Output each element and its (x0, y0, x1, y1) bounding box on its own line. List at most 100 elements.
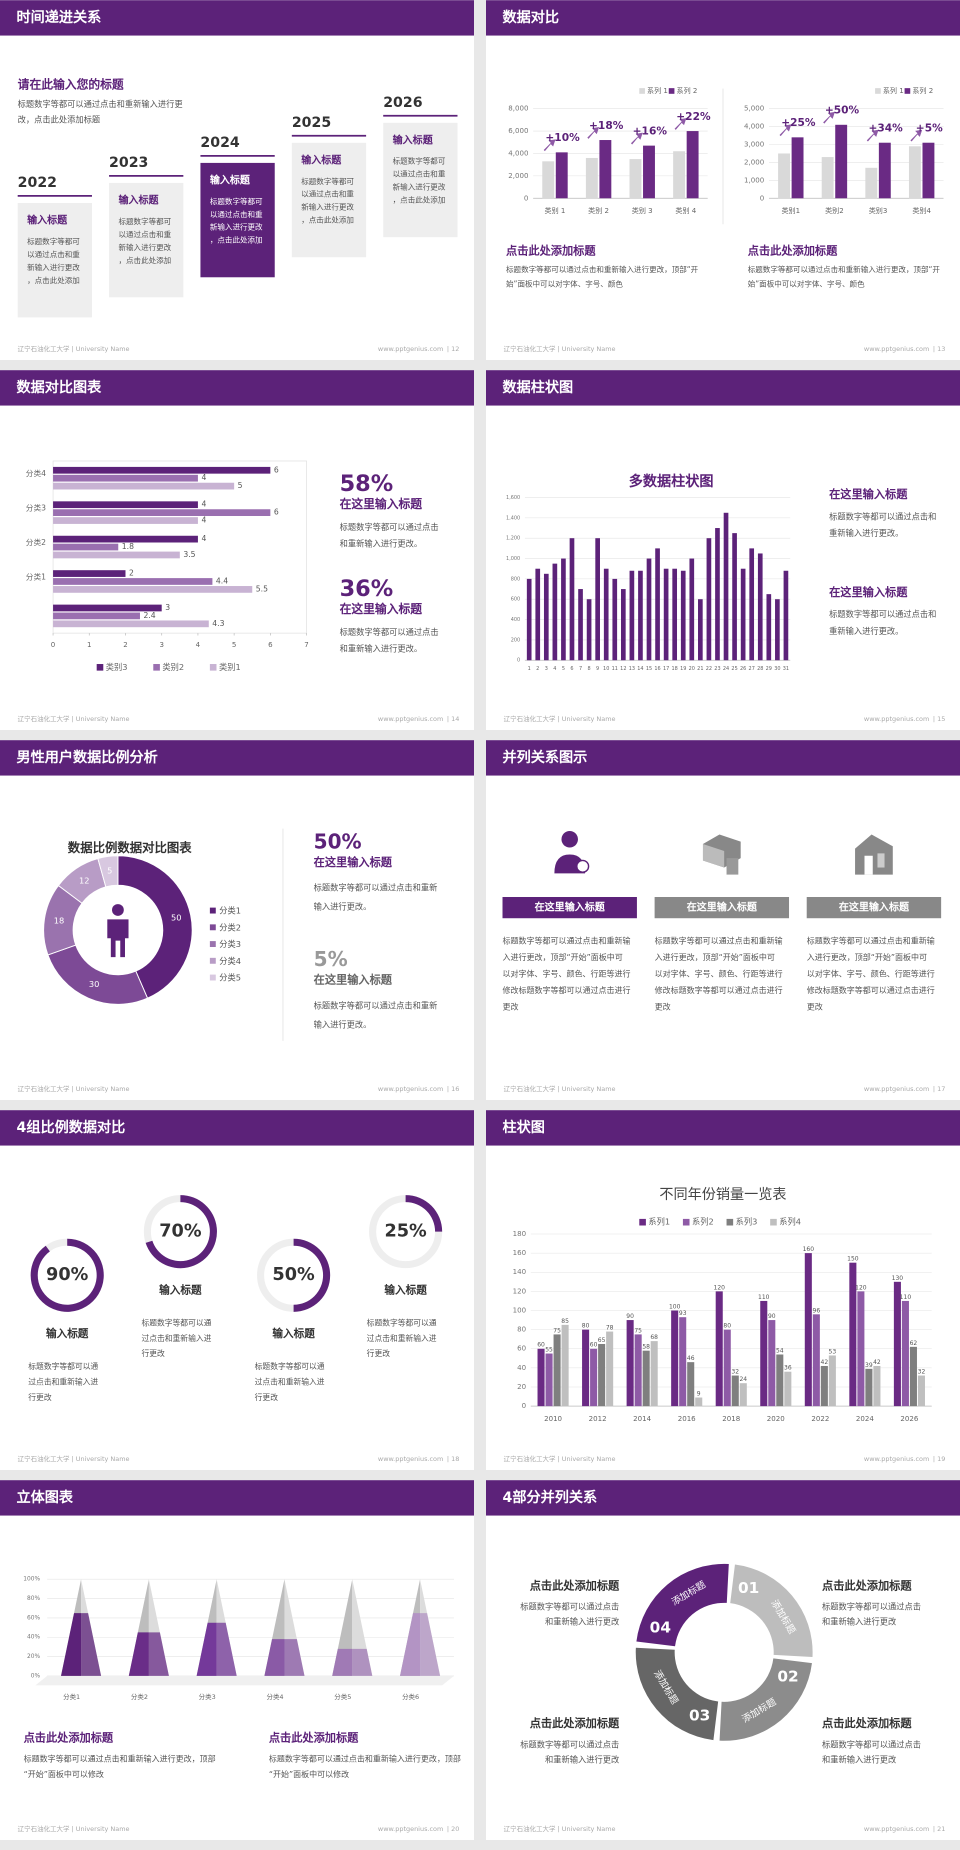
text-line: 和重新输入进行更改。 (340, 538, 423, 548)
footer-school: 辽宁石油化工大学 | University Name (18, 1824, 130, 1833)
annotation: +18% (589, 119, 624, 132)
bar (561, 1324, 569, 1407)
stat: 36% (340, 576, 394, 602)
text-line: 新输入进行更改 (27, 262, 80, 272)
bar (569, 538, 575, 661)
pyramid-fill (400, 1613, 441, 1676)
text-line: 改，点击此处添加标题 (18, 114, 101, 124)
data-label: 90 (768, 1313, 776, 1320)
legend-label: 系列2 (692, 1217, 714, 1227)
text-line: 更改 (655, 1001, 671, 1011)
bar (715, 1291, 723, 1407)
bar (542, 161, 555, 199)
footer-school: 辽宁石油化工大学 | University Name (18, 1454, 130, 1463)
y-tick-label: 分类1 (26, 572, 46, 582)
bar (893, 1281, 901, 1407)
data-label: 53 (829, 1348, 837, 1355)
data-label: 6 (274, 465, 279, 474)
stat: 5% (314, 947, 348, 971)
step-year: 2022 (18, 175, 57, 191)
bar (634, 1334, 642, 1407)
block-title: 输入标题 (384, 1284, 427, 1297)
pyramid-face (420, 1613, 441, 1676)
legend-label: 分类3 (219, 939, 241, 949)
legend-swatch (726, 1218, 734, 1226)
bar (784, 1371, 792, 1407)
x-tick-label: 类别2 (825, 206, 844, 215)
header-bar (486, 370, 960, 406)
data-label: 60 (590, 1342, 598, 1349)
bar (578, 589, 583, 661)
y-tick-label: 180 (513, 1229, 527, 1238)
cycle-segment (636, 1563, 729, 1647)
data-label: 32 (731, 1369, 739, 1376)
legend-swatch (875, 88, 881, 94)
bar (626, 1320, 634, 1407)
data-label: 4 (201, 516, 206, 525)
growth-arrow (866, 129, 879, 142)
footer-url: www.pptgenius.com (864, 1085, 929, 1093)
text-line: 更改 (807, 1001, 823, 1011)
icon-window (864, 855, 873, 875)
y-tick-label: 5,000 (744, 104, 765, 113)
data-label: 30 (89, 979, 100, 989)
bar (595, 538, 600, 661)
step-text: 标题数字等都可以通过点击和重新输入进行更改 ，点击此处添加 (301, 176, 354, 225)
growth-arrow (910, 129, 923, 142)
header-bar (0, 1480, 474, 1516)
x-tick-label: 类别 1 (545, 206, 566, 215)
segment-number: 01 (738, 1579, 759, 1597)
header-bar (486, 0, 960, 36)
text-line: 标题数字等都可以通过点击和重新 (314, 1000, 438, 1010)
x-tick-label: 2020 (767, 1414, 785, 1423)
annotation: +10% (545, 131, 580, 144)
text-line: 以通过点击和重 (301, 189, 354, 199)
bar (766, 594, 772, 661)
pyramid-fill (332, 1648, 373, 1676)
bar (586, 599, 592, 661)
x-tick-label: 1 (87, 640, 92, 649)
text-line: 输入进行更改。 (314, 1019, 372, 1029)
bar (545, 1353, 553, 1407)
growth-arrow (543, 139, 556, 152)
y-tick-label: 1,400 (506, 515, 520, 521)
growth-arrow (674, 118, 687, 130)
footer-url: www.pptgenius.com (378, 1825, 443, 1833)
legend-label: 系列 1 (647, 86, 668, 95)
block-title: 点击此处添加标题 (822, 1578, 912, 1592)
data-label: 75 (634, 1327, 642, 1334)
block-title: 点击此处添加标题 (822, 1716, 912, 1730)
bar (749, 548, 755, 661)
x-tick-label: 4 (196, 640, 201, 649)
data-label: 150 (847, 1256, 859, 1263)
block-text: 标题数字等都可以通过点击和重新输入进行更改，顶部“开始”面板中可以对字体、字号、… (655, 935, 783, 1011)
block-title: 在这里输入标题 (340, 497, 423, 511)
stat: 50% (314, 829, 362, 853)
bar (53, 517, 198, 524)
y-tick-label: 80% (27, 1596, 40, 1602)
bar (642, 1350, 650, 1407)
block-title: 点击此处添加标题 (530, 1716, 620, 1730)
intro-text: 标题数字等都可以通过点击和重新输入进行更改，点击此处添加标题 (18, 98, 183, 123)
x-tick-label: 4 (553, 666, 556, 672)
bar (620, 589, 626, 661)
text-line: ，点击此处添加 (393, 195, 446, 205)
bar (655, 548, 660, 661)
footer-school: 辽宁石油化工大学 | University Name (504, 344, 616, 353)
block-title: 点击此处添加标题 (748, 243, 838, 257)
text-line: 修改标题数字等都可以通过点击进行 (655, 985, 783, 995)
y-tick-label: 3,000 (744, 140, 765, 149)
pyramid-face (332, 1648, 353, 1676)
x-tick-label: 2 (536, 666, 539, 672)
bar (585, 157, 598, 199)
text-line: 标题数字等都可以通过点击和 (829, 609, 936, 619)
legend-swatch (209, 974, 216, 981)
text-line: 标题数字等都可以通过点击 (340, 626, 439, 636)
bar (760, 1300, 768, 1407)
heading: 请在此输入您的标题 (18, 78, 124, 92)
x-tick-label: 28 (757, 666, 763, 672)
data-label: 110 (900, 1294, 912, 1301)
text-line: 标题数字等都可以通过点击和重新输入进行更 (18, 98, 183, 108)
x-tick-label: 10 (603, 666, 609, 672)
